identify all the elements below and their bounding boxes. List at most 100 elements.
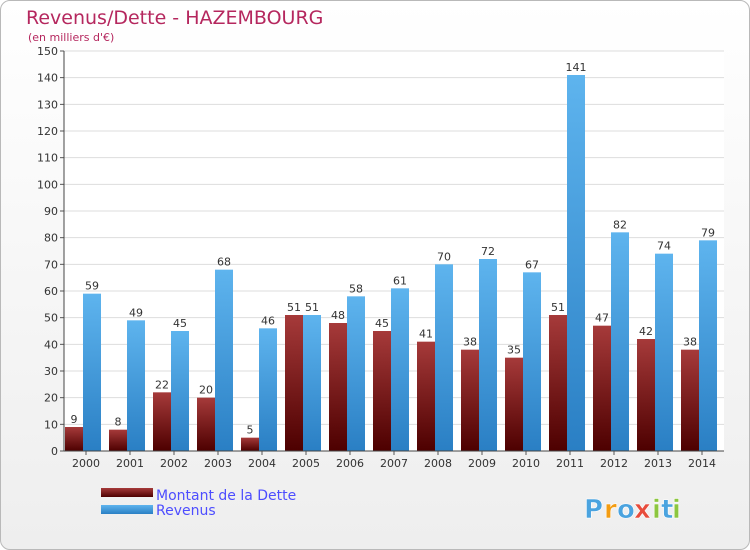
data-label-dette-2013: 42	[639, 325, 653, 338]
bar-dette-2012	[593, 325, 611, 451]
data-label-revenus-2011: 141	[566, 61, 587, 74]
data-label-dette-2000: 9	[71, 413, 78, 426]
bar-revenus-2006	[347, 296, 365, 451]
x-tick-label-2003: 2003	[204, 457, 232, 470]
y-tick-label: 110	[37, 152, 58, 165]
y-tick-label: 100	[37, 178, 58, 191]
x-tick-label-2008: 2008	[424, 457, 452, 470]
data-label-dette-2009: 38	[463, 336, 477, 349]
x-tick-label-2013: 2013	[644, 457, 672, 470]
x-tick-label-2014: 2014	[688, 457, 716, 470]
data-label-revenus-2010: 67	[525, 258, 539, 271]
x-tick-label-2005: 2005	[292, 457, 320, 470]
bar-revenus-2011	[567, 75, 585, 451]
labels-layer: 9 59 8 49 22 45 20 68 5 46 51 51 48 58 45 61 41 70 38 72 35 6…	[71, 61, 716, 437]
y-tick-label: 10	[44, 418, 58, 431]
bar-revenus-2000	[83, 293, 101, 451]
legend: Montant de la Dette Revenus	[101, 488, 296, 519]
bar-dette-2008	[417, 341, 435, 451]
bar-revenus-2007	[391, 288, 409, 451]
y-tick-label: 0	[51, 445, 58, 458]
logo-letter: t	[661, 495, 673, 525]
bar-dette-2005	[285, 315, 303, 451]
x-tick-label-2011: 2011	[556, 457, 584, 470]
bar-dette-2007	[373, 331, 391, 451]
bar-revenus-2008	[435, 264, 453, 451]
y-tick-label: 20	[44, 392, 58, 405]
data-label-dette-2002: 22	[155, 378, 169, 391]
y-tick-label: 70	[44, 258, 58, 271]
data-label-revenus-2005: 51	[305, 301, 319, 314]
data-label-revenus-2006: 58	[349, 282, 363, 295]
bar-dette-2011	[549, 315, 567, 451]
data-label-dette-2006: 48	[331, 309, 345, 322]
x-tick-label-2004: 2004	[248, 457, 276, 470]
data-label-revenus-2007: 61	[393, 274, 407, 287]
logo-letter: o	[617, 495, 635, 525]
bar-revenus-2012	[611, 232, 629, 451]
logo-letter: x	[634, 495, 651, 525]
y-tick-label: 90	[44, 205, 58, 218]
bar-revenus-2003	[215, 269, 233, 451]
bar-revenus-2014	[699, 240, 717, 451]
bar-revenus-2004	[259, 328, 277, 451]
chart-title: Revenus/Dette - HAZEMBOURG	[26, 7, 323, 29]
y-tick-label: 50	[44, 312, 58, 325]
x-tick-label-2012: 2012	[600, 457, 628, 470]
bar-dette-2000	[65, 427, 83, 451]
data-label-revenus-2003: 68	[217, 256, 231, 269]
bar-revenus-2010	[523, 272, 541, 451]
data-label-dette-2014: 38	[683, 336, 697, 349]
y-tick-label: 130	[37, 98, 58, 111]
legend-label-revenus: Revenus	[156, 503, 216, 519]
x-tick-label-2006: 2006	[336, 457, 364, 470]
x-tick-label-2009: 2009	[468, 457, 496, 470]
data-label-dette-2001: 8	[115, 416, 122, 429]
data-label-revenus-2013: 74	[657, 240, 671, 253]
x-tick-label-2002: 2002	[160, 457, 188, 470]
y-tick-label: 80	[44, 232, 58, 245]
data-label-revenus-2004: 46	[261, 314, 275, 327]
bar-revenus-2002	[171, 331, 189, 451]
data-label-revenus-2002: 45	[173, 317, 187, 330]
data-label-dette-2005: 51	[287, 301, 301, 314]
bar-dette-2001	[109, 429, 127, 451]
data-label-dette-2012: 47	[595, 312, 609, 325]
y-tick-label: 120	[37, 125, 58, 138]
bar-dette-2014	[681, 349, 699, 451]
data-label-revenus-2014: 79	[701, 226, 715, 239]
bars-layer	[65, 75, 717, 451]
y-tick-label: 30	[44, 365, 58, 378]
bar-revenus-2001	[127, 320, 145, 451]
data-label-dette-2003: 20	[199, 384, 213, 397]
bar-dette-2003	[197, 397, 215, 451]
bar-revenus-2013	[655, 253, 673, 451]
bar-dette-2009	[461, 349, 479, 451]
data-label-revenus-2012: 82	[613, 218, 627, 231]
chart-subtitle: (en milliers d'€)	[28, 31, 114, 44]
bar-dette-2010	[505, 357, 523, 451]
bar-revenus-2005	[303, 315, 321, 451]
y-tick-label: 40	[44, 338, 58, 351]
data-label-dette-2011: 51	[551, 301, 565, 314]
axis-layer: 0 10 20 30 40 50 60 70 80 90 100 110 120 130 140 150 200…	[37, 45, 724, 470]
data-label-revenus-2008: 70	[437, 250, 451, 263]
legend-swatch-revenus	[101, 505, 153, 514]
y-tick-label: 150	[37, 45, 58, 58]
bar-revenus-2009	[479, 259, 497, 451]
y-tick-label: 140	[37, 72, 58, 85]
data-label-revenus-2000: 59	[85, 280, 99, 293]
logo-letter: r	[604, 495, 617, 525]
legend-swatch-debt	[101, 488, 153, 497]
x-tick-label-2001: 2001	[116, 457, 144, 470]
legend-label-debt: Montant de la Dette	[156, 488, 296, 504]
x-tick-label-2010: 2010	[512, 457, 540, 470]
data-label-dette-2007: 45	[375, 317, 389, 330]
bar-dette-2004	[241, 437, 259, 451]
logo-letter: i	[652, 495, 661, 525]
data-label-dette-2010: 35	[507, 344, 521, 357]
data-label-dette-2008: 41	[419, 328, 433, 341]
